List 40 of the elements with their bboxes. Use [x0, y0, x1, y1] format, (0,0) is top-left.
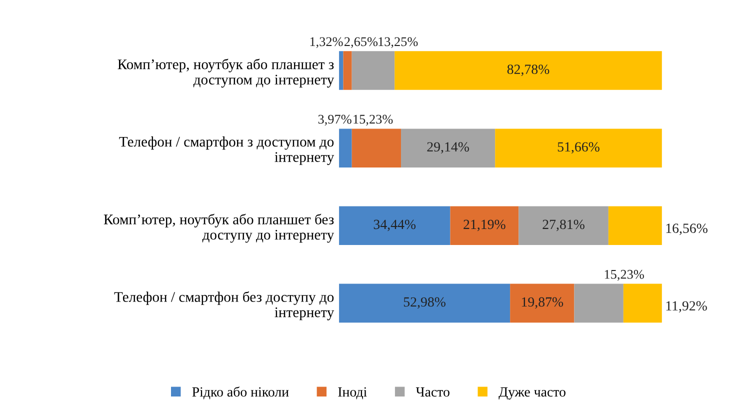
- bar: [623, 284, 662, 323]
- y-tick-label: Комп’ютер, ноутбук або планшет без доступу до інтернету: [104, 214, 334, 243]
- bar: [339, 284, 510, 323]
- data-label: 13,25%: [378, 37, 418, 48]
- bar: [339, 128, 352, 168]
- bar: [339, 51, 344, 90]
- data-label: 2,65%: [344, 37, 378, 48]
- bar: [495, 128, 662, 168]
- bar: [352, 128, 402, 168]
- bar: [510, 284, 574, 323]
- bar: [343, 51, 352, 90]
- bar: [401, 128, 496, 168]
- bar: [339, 206, 450, 246]
- bar: [574, 284, 624, 323]
- data-label: 52,98%: [404, 297, 446, 309]
- data-label: 82,78%: [507, 64, 550, 76]
- data-label: 51,66%: [558, 142, 600, 154]
- data-label: 15,23%: [604, 270, 644, 281]
- data-label: 27,81%: [542, 220, 584, 232]
- data-label: 1,32%: [310, 37, 343, 48]
- data-label: 34,44%: [374, 220, 416, 232]
- data-label: 19,87%: [522, 297, 564, 309]
- bar: [608, 206, 662, 246]
- data-label: 16,56%: [666, 224, 708, 235]
- bar: [394, 51, 662, 90]
- bar: [450, 206, 519, 246]
- bar: [352, 51, 395, 90]
- y-tick-label: Комп’ютер, ноутбук або планшет з доступом до інтернету: [118, 58, 334, 88]
- y-tick-label: Телефон / смартфон без доступу до інтернету: [114, 291, 334, 320]
- legend-label: Рідко або ніколи: [192, 386, 289, 400]
- y-tick-label: Телефон / смартфон з доступом до інтернету: [119, 136, 334, 165]
- data-label: 15,23%: [354, 114, 393, 126]
- data-label: 11,92%: [666, 301, 707, 313]
- data-label: 29,14%: [427, 142, 469, 154]
- legend-label: Часто: [416, 387, 450, 397]
- data-label: 21,19%: [464, 220, 506, 232]
- legend-label: Іноді: [338, 387, 367, 400]
- data-label: 3,97%: [318, 114, 352, 126]
- bar: [518, 206, 608, 246]
- legend-label: Дуже часто: [498, 387, 566, 400]
